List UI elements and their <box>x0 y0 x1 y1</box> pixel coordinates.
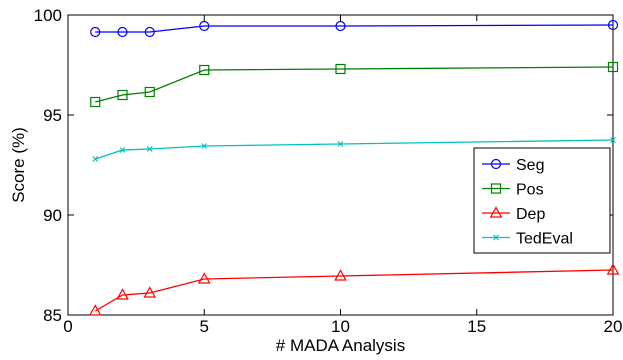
data-point <box>146 146 153 152</box>
data-point <box>117 89 128 101</box>
series-dep <box>88 263 620 316</box>
series-seg <box>90 19 619 38</box>
data-point <box>144 26 155 38</box>
series-layer <box>88 19 620 316</box>
axis-ticks: 0 5 10 15 20 85 90 95 100 <box>34 6 623 336</box>
data-point <box>90 96 101 108</box>
x-tick-label: 20 <box>604 317 623 336</box>
data-point <box>144 86 155 98</box>
legend-marker <box>490 183 502 194</box>
legend-item: Dep <box>482 206 545 223</box>
y-axis-label: Score (%) <box>9 127 28 203</box>
data-point <box>199 20 210 32</box>
data-point <box>197 272 211 284</box>
x-tick-label: 15 <box>467 317 486 336</box>
legend-box <box>473 147 611 254</box>
legend-item: Pos <box>482 182 544 199</box>
data-point <box>337 141 344 147</box>
legend: Seg Pos Dep TedEval <box>473 147 611 254</box>
legend-marker <box>489 206 503 218</box>
legend-item: Seg <box>482 157 544 174</box>
legend-label: Dep <box>516 206 545 223</box>
legend-marker <box>490 158 502 170</box>
legend-marker <box>493 234 499 241</box>
x-tick-label: 0 <box>63 317 72 336</box>
legend-label: Seg <box>516 157 544 174</box>
data-point <box>607 61 619 73</box>
x-tick-label: 10 <box>331 317 350 336</box>
y-tick-label: 85 <box>43 306 62 325</box>
data-point <box>335 20 346 32</box>
legend-label: TedEval <box>516 231 573 248</box>
series-line <box>95 139 614 160</box>
x-axis-label: # MADA Analysis <box>276 336 405 355</box>
legend-item: TedEval <box>482 231 573 248</box>
y-tick-label: 100 <box>34 6 62 25</box>
series-pos <box>90 61 619 108</box>
data-point <box>88 304 102 316</box>
data-point <box>116 288 129 300</box>
data-point <box>610 137 616 143</box>
data-point <box>90 26 101 38</box>
data-point <box>143 286 157 298</box>
data-point <box>117 26 128 38</box>
data-point <box>201 143 208 149</box>
x-tick-label: 5 <box>200 317 209 336</box>
legend-label: Pos <box>516 182 544 199</box>
data-point <box>334 269 347 281</box>
data-point <box>335 63 346 75</box>
data-point <box>92 156 99 162</box>
y-tick-label: 95 <box>43 106 62 125</box>
data-point <box>607 19 619 31</box>
y-tick-label: 90 <box>43 206 62 225</box>
data-point <box>119 147 126 153</box>
series-tedeval <box>92 137 616 162</box>
data-point <box>606 263 620 275</box>
data-point <box>199 64 210 76</box>
